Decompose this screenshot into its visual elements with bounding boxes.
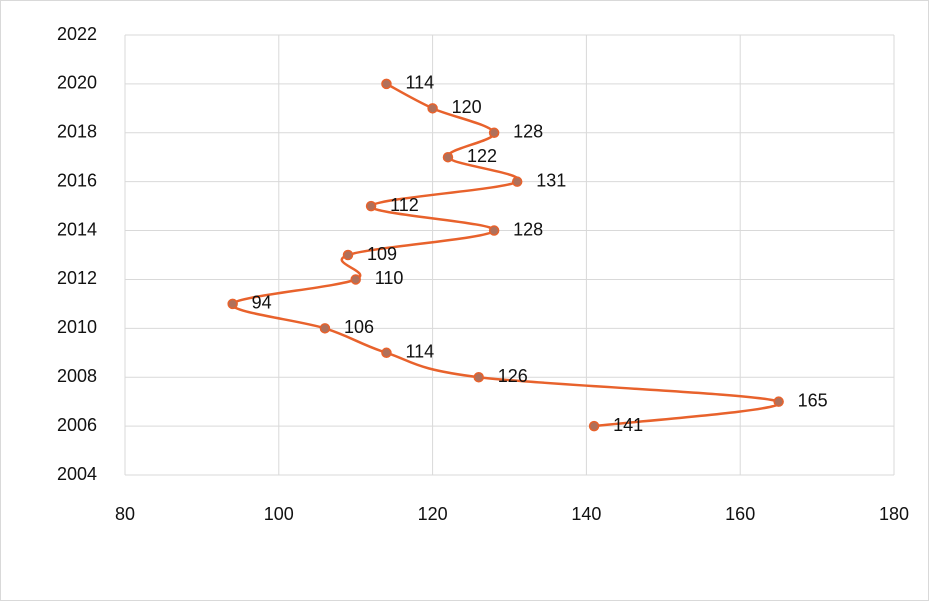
data-label: 114 bbox=[405, 73, 434, 93]
data-point bbox=[488, 225, 500, 236]
data-label: 128 bbox=[513, 122, 543, 142]
y-tick-label: 2004 bbox=[57, 464, 97, 484]
x-tick-label: 100 bbox=[264, 504, 294, 524]
y-tick-label: 2022 bbox=[57, 24, 97, 44]
data-point bbox=[227, 298, 238, 310]
x-tick-label: 180 bbox=[879, 504, 909, 524]
data-point bbox=[381, 347, 392, 359]
y-tick-label: 2014 bbox=[57, 219, 97, 239]
data-point bbox=[365, 200, 377, 212]
data-label: 114 bbox=[405, 342, 434, 362]
data-point bbox=[773, 396, 784, 407]
x-tick-label: 160 bbox=[725, 504, 755, 524]
data-label: 128 bbox=[513, 219, 543, 239]
data-label: 106 bbox=[344, 317, 374, 337]
data-label: 120 bbox=[452, 97, 482, 117]
data-point bbox=[427, 103, 438, 114]
data-point bbox=[442, 151, 454, 163]
data-point bbox=[350, 274, 361, 285]
data-label: 165 bbox=[798, 390, 828, 410]
data-label: 109 bbox=[367, 244, 397, 264]
data-point bbox=[588, 420, 600, 432]
y-tick-label: 2020 bbox=[57, 73, 97, 93]
y-tick-label: 2008 bbox=[57, 366, 97, 386]
x-tick-label: 80 bbox=[115, 504, 135, 524]
y-tick-label: 2018 bbox=[57, 122, 97, 142]
y-tick-label: 2010 bbox=[57, 317, 97, 337]
data-point bbox=[511, 176, 523, 187]
data-label: 112 bbox=[390, 195, 419, 215]
data-point bbox=[473, 371, 484, 383]
data-point bbox=[488, 127, 500, 139]
y-tick-label: 2006 bbox=[57, 415, 97, 435]
data-label: 122 bbox=[467, 146, 497, 166]
data-label: 94 bbox=[252, 293, 272, 313]
data-point bbox=[319, 323, 331, 334]
y-tick-label: 2016 bbox=[57, 170, 97, 190]
data-label: 131 bbox=[536, 170, 566, 190]
x-tick-label: 120 bbox=[418, 504, 448, 524]
data-point bbox=[342, 249, 354, 261]
x-tick-label: 140 bbox=[571, 504, 601, 524]
data-point bbox=[381, 78, 392, 90]
y-tick-label: 2012 bbox=[57, 268, 97, 288]
data-label: 110 bbox=[375, 268, 404, 288]
data-label: 141 bbox=[613, 415, 643, 435]
data-label: 126 bbox=[498, 366, 528, 386]
